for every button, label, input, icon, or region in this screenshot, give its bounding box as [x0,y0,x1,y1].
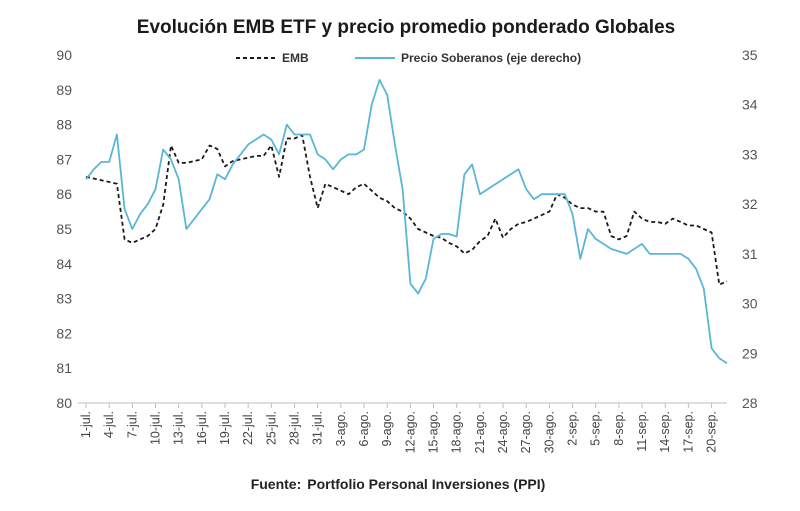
legend: EMB Precio Soberanos (eje derecho) [236,51,581,65]
source-note: Fuente: Portfolio Personal Inversiones (P… [251,476,546,492]
left-tick-label: 82 [56,325,72,341]
left-tick-label: 88 [56,117,72,133]
x-tick-label: 8-sep. [612,411,626,446]
right-axis: 28 29 30 31 32 33 34 35 [742,47,758,411]
left-tick-label: 90 [56,47,72,63]
chart-title: Evolución EMB ETF y precio promedio pond… [137,17,675,38]
x-tick-label: 14-sep. [658,411,672,453]
x-tick-label: 30-ago. [542,411,556,453]
legend-label-emb: EMB [282,51,309,65]
series-line-soberanos [85,79,728,364]
x-tick-label: 16-jul. [195,411,209,445]
x-tick-label: 11-sep. [635,411,649,452]
right-tick-label: 28 [742,395,758,411]
x-tick-label: 1-jul. [79,411,93,438]
x-tick-label: 12-ago. [403,411,417,453]
x-tick-label: 10-jul. [149,411,163,445]
x-tick-label: 20-sep. [705,411,719,453]
x-tick-label: 17-sep. [681,411,695,453]
x-tick-label: 9-ago. [380,411,394,446]
legend-label-soberanos: Precio Soberanos (eje derecho) [401,51,581,65]
x-tick-label: 31-jul. [311,411,325,445]
x-tick-label: 2-sep. [566,411,580,446]
x-tick-label: 4-jul. [102,411,116,438]
x-tick-label: 15-ago. [427,411,441,453]
series-line-emb [85,134,728,286]
right-tick-label: 33 [742,146,758,162]
right-tick-label: 34 [742,97,758,113]
source-value: Portfolio Personal Inversiones (PPI) [307,476,545,492]
x-tick-label: 6-ago. [357,411,371,446]
left-tick-label: 86 [56,186,72,202]
x-tick-label: 27-ago. [519,411,533,453]
x-tick-label: 7-jul. [125,411,139,438]
left-tick-label: 80 [56,395,72,411]
right-tick-label: 32 [742,196,758,212]
left-tick-label: 87 [56,151,72,167]
x-tick-label: 19-jul. [218,411,232,445]
right-tick-label: 30 [742,296,758,312]
left-tick-label: 83 [56,291,72,307]
x-tick-label: 13-jul. [172,411,186,445]
x-axis: 1-jul. 4-jul. 7-jul. 10-jul. 13-jul. 16-jul. 1… [79,403,719,453]
x-tick-label: 18-ago. [450,411,464,453]
left-tick-label: 81 [56,360,72,376]
left-tick-label: 84 [56,256,72,272]
right-tick-label: 29 [742,345,758,361]
right-tick-label: 31 [742,246,758,262]
x-tick-label: 22-jul. [241,411,255,445]
right-tick-label: 35 [742,47,758,63]
x-tick-label: 3-ago. [334,411,348,446]
x-tick-label: 24-ago. [496,411,510,453]
left-axis: 80 81 82 83 84 85 86 87 88 89 90 [56,47,72,411]
x-tick-label: 28-jul. [288,411,302,445]
left-tick-label: 85 [56,221,72,237]
left-tick-label: 89 [56,82,72,98]
series-group [85,79,728,364]
x-tick-label: 5-sep. [589,411,603,446]
source-label: Fuente: [251,476,302,492]
x-tick-label: 25-jul. [264,411,278,445]
x-tick-label: 21-ago. [473,411,487,453]
